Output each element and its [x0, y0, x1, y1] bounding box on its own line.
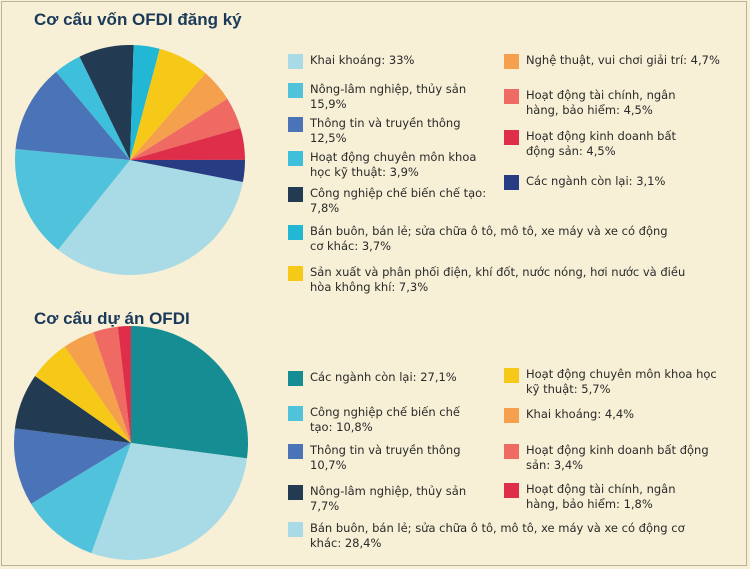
legend-label: Khai khoáng: 33%: [310, 53, 415, 67]
legend-item: Hoạt động kinh doanh bất động sản: 3,4%: [504, 443, 714, 473]
legend-item: Nông-lâm nghiệp, thủy sản 15,9%: [288, 82, 488, 112]
legend-item: Sản xuất và phân phối điện, khí đốt, nướ…: [288, 265, 698, 295]
legend-swatch: [288, 266, 303, 281]
legend-item: Nghệ thuật, vui chơi giải trí: 4,7%: [504, 53, 744, 69]
legend-item: Khai khoáng: 4,4%: [504, 407, 704, 423]
legend-item: Hoạt động chuyên môn khoa học kỹ thuật: …: [288, 150, 488, 180]
legend-label: Hoạt động tài chính, ngân hàng, bảo hiểm…: [526, 482, 676, 511]
legend-label: Công nghiệp chế biến chế tạo: 7,8%: [310, 186, 487, 215]
legend-label: Khai khoáng: 4,4%: [526, 407, 635, 421]
legend-swatch: [288, 406, 303, 421]
legend-label: Công nghiệp chế biến chế tạo: 10,8%: [310, 405, 460, 434]
legend-item: Thông tin và truyền thông 10,7%: [288, 443, 478, 473]
legend-swatch: [504, 89, 519, 104]
legend-label: Hoạt động kinh doanh bất động sản: 3,4%: [526, 443, 709, 472]
legend-item: Nông-lâm nghiệp, thủy sản 7,7%: [288, 484, 478, 514]
legend-swatch: [288, 371, 303, 386]
legend-swatch: [288, 444, 303, 459]
legend-swatch: [504, 483, 519, 498]
legend-swatch: [504, 368, 519, 383]
legend-swatch: [504, 444, 519, 459]
pie1-slice-8: [117, 326, 131, 443]
pie0-slice-0: [58, 160, 243, 276]
legend-swatch: [288, 117, 303, 132]
legend-label: Bán buôn, bán lẻ; sửa chữa ô tô, mô tô, …: [310, 521, 685, 550]
legend-swatch: [504, 130, 519, 145]
pie1-slice-5: [35, 346, 131, 443]
legend-label: Nông-lâm nghiệp, thủy sản 7,7%: [310, 484, 467, 513]
pie-chart-ofdi-projects: [13, 326, 248, 560]
legend-item: Các ngành còn lại: 3,1%: [504, 174, 704, 190]
legend-item: Bán buôn, bán lẻ; sửa chữa ô tô, mô tô, …: [288, 224, 678, 254]
chart-2-title: Cơ cấu dự án OFDI: [34, 309, 190, 328]
legend-item: Hoạt động tài chính, ngân hàng, bảo hiểm…: [504, 482, 704, 512]
legend-swatch: [288, 54, 303, 69]
pie1-slice-2: [31, 443, 131, 554]
legend-swatch: [288, 225, 303, 240]
pie1-slice-7: [93, 326, 131, 443]
legend-swatch: [504, 175, 519, 190]
pie0-slice-4: [79, 45, 134, 161]
pie0-slice-9: [130, 128, 245, 160]
legend-label: Hoạt động chuyên môn khoa học kỹ thuật: …: [310, 150, 477, 179]
legend-label: Sản xuất và phân phối điện, khí đốt, nướ…: [310, 265, 686, 294]
legend-item: Công nghiệp chế biến chế tạo: 10,8%: [288, 405, 478, 435]
pie-chart-ofdi-capital: [14, 45, 246, 276]
pie1-slice-1: [91, 443, 247, 560]
legend-label: Các ngành còn lại: 3,1%: [526, 174, 666, 188]
pie0-slice-10: [130, 159, 246, 182]
pie0-slice-7: [130, 73, 228, 160]
legend-swatch: [504, 408, 519, 423]
pie1-slice-4: [14, 376, 132, 443]
legend-label: Hoạt động chuyên môn khoa học kỹ thuật: …: [526, 367, 717, 396]
pie0-slice-2: [15, 71, 130, 160]
pie0-slice-1: [14, 149, 131, 250]
legend-swatch: [288, 151, 303, 166]
legend-swatch: [288, 83, 303, 98]
pie0-slice-8: [130, 98, 241, 160]
legend-item: Hoạt động tài chính, ngân hàng, bảo hiểm…: [504, 88, 704, 118]
pie0-slice-3: [56, 56, 130, 160]
legend-label: Thông tin và truyền thông 12,5%: [310, 116, 461, 145]
legend-item: Các ngành còn lại: 27,1%: [288, 370, 478, 386]
legend-item: Khai khoáng: 33%: [288, 53, 488, 69]
chart-1-title: Cơ cấu vốn OFDI đăng ký: [34, 10, 242, 29]
legend-label: Thông tin và truyền thông 10,7%: [310, 443, 461, 472]
legend-item: Thông tin và truyền thông 12,5%: [288, 116, 488, 146]
legend-item: Bán buôn, bán lẻ; sửa chữa ô tô, mô tô, …: [288, 521, 688, 551]
legend-swatch: [288, 485, 303, 500]
pie1-slice-0: [131, 326, 248, 459]
legend-label: Nông-lâm nghiệp, thủy sản 15,9%: [310, 82, 467, 111]
pie0-slice-6: [130, 48, 206, 160]
legend-label: Hoạt động tài chính, ngân hàng, bảo hiểm…: [526, 88, 676, 117]
legend-item: Hoạt động chuyên môn khoa học kỹ thuật: …: [504, 367, 729, 397]
legend-swatch: [288, 522, 303, 537]
pie0-slice-5: [130, 45, 160, 161]
legend-label: Nghệ thuật, vui chơi giải trí: 4,7%: [526, 53, 720, 67]
pie1-slice-6: [64, 332, 131, 443]
legend-label: Bán buôn, bán lẻ; sửa chữa ô tô, mô tô, …: [310, 224, 668, 253]
legend-label: Hoạt động kinh doanh bất động sản: 4,5%: [526, 129, 677, 158]
legend-swatch: [288, 187, 303, 202]
legend-item: Hoạt động kinh doanh bất động sản: 4,5%: [504, 129, 704, 159]
legend-label: Các ngành còn lại: 27,1%: [310, 370, 457, 384]
legend-swatch: [504, 54, 519, 69]
pie1-slice-3: [13, 428, 132, 504]
legend-item: Công nghiệp chế biến chế tạo: 7,8%: [288, 186, 488, 216]
